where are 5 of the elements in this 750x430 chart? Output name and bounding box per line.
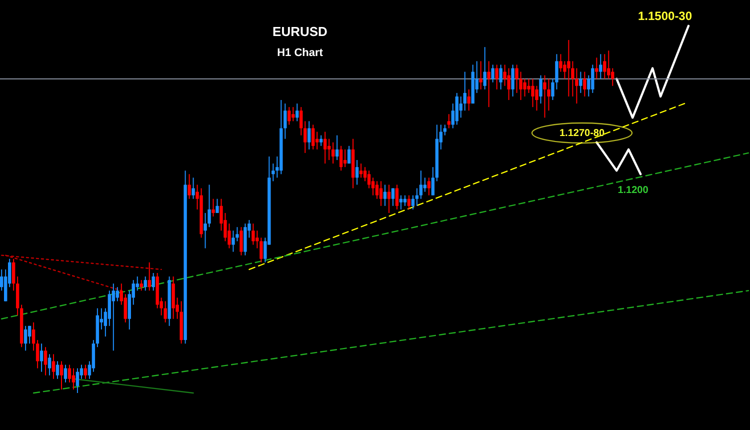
text: 1.1500-30	[638, 9, 692, 23]
annotation: 1.1270-80	[559, 128, 605, 139]
annotation: 1.1200	[618, 185, 649, 196]
text: H1 Chart	[277, 47, 324, 59]
chart-title: EURUSD	[272, 24, 328, 39]
